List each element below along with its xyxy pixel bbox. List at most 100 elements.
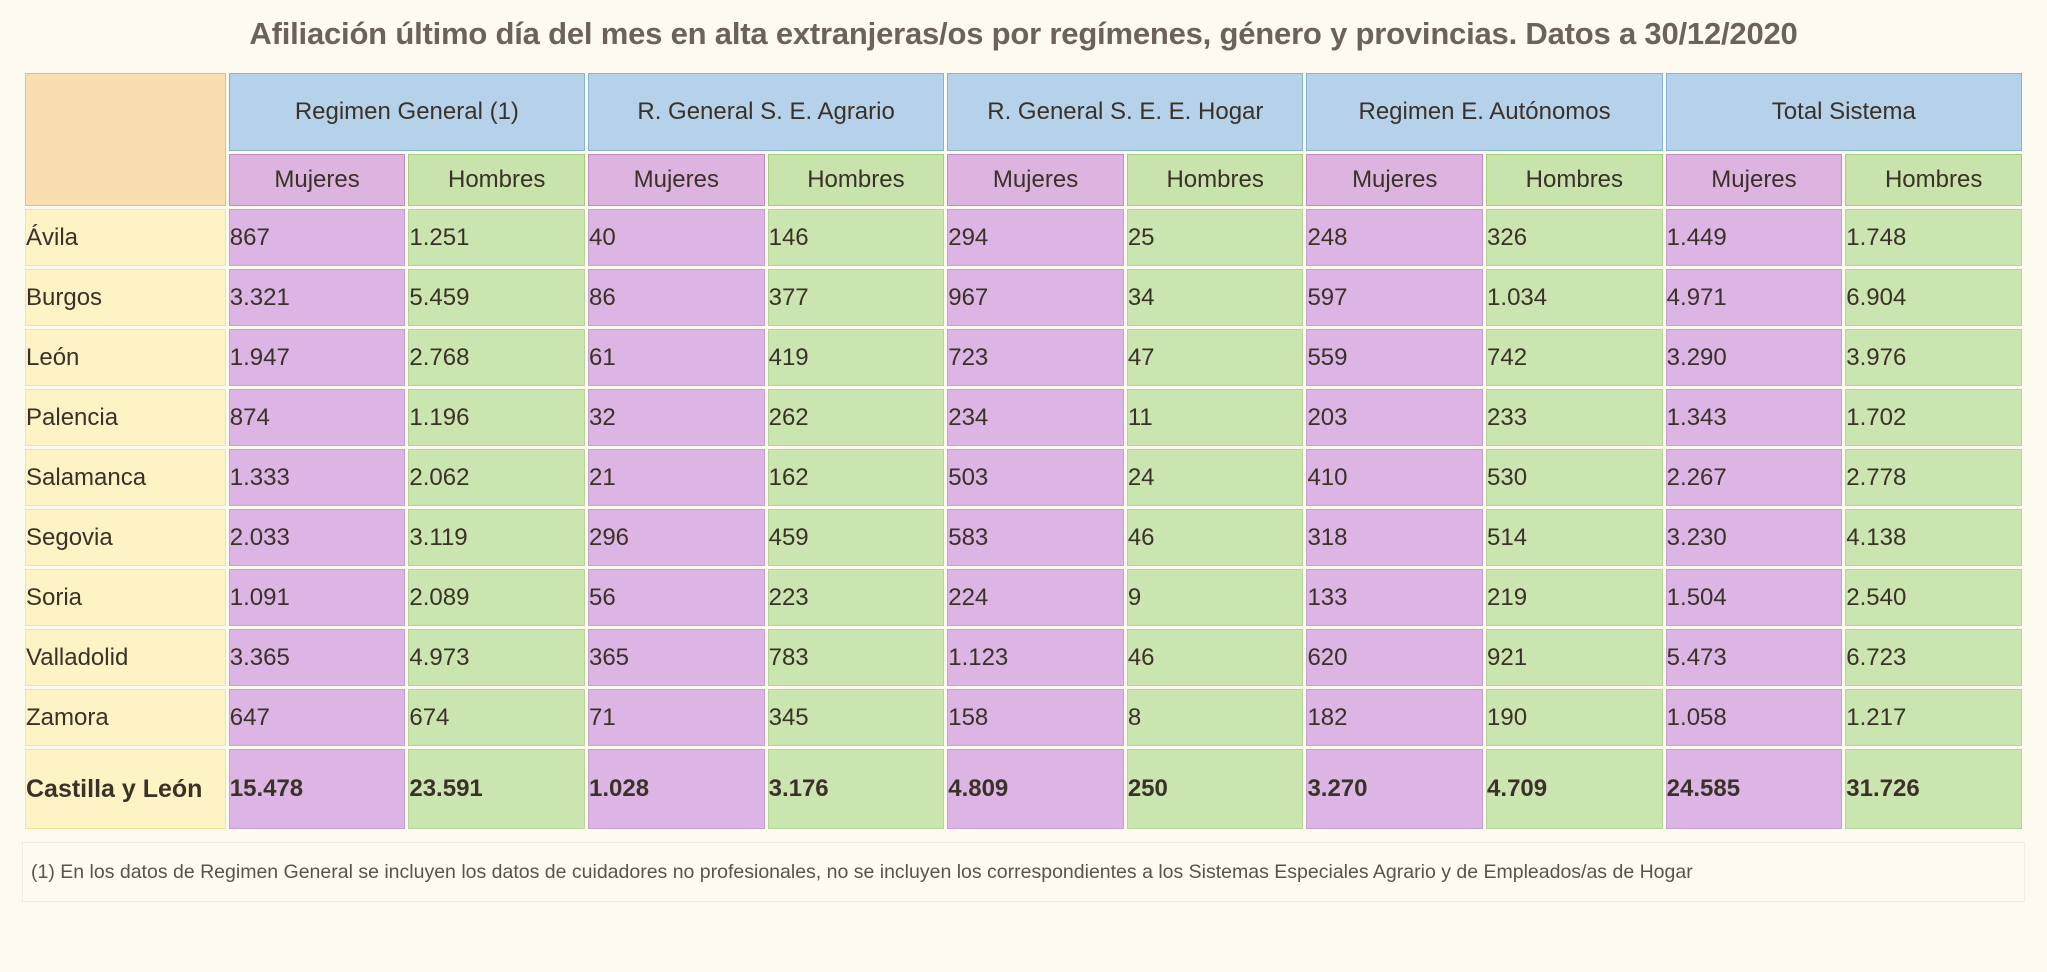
data-cell: 40 — [587, 209, 765, 266]
data-cell: 21 — [587, 449, 765, 506]
total-data-cell: 4.809 — [947, 749, 1124, 829]
data-cell: 2.089 — [408, 569, 585, 626]
row-label: Soria — [25, 569, 226, 626]
table-row: León 1.947 2.768 61 419 723 47 559 742 3.290 3.976 — [25, 329, 2022, 386]
data-cell: 921 — [1486, 629, 1663, 686]
data-cell: 1.217 — [1845, 689, 2022, 746]
data-cell: 459 — [767, 509, 945, 566]
table-row: Soria 1.091 2.089 56 223 224 9 133 219 1.504 2.540 — [25, 569, 2022, 626]
total-data-cell: 24.585 — [1665, 749, 1843, 829]
data-cell: 503 — [947, 449, 1124, 506]
data-cell: 1.333 — [228, 449, 406, 506]
data-cell: 1.058 — [1665, 689, 1843, 746]
data-cell: 56 — [587, 569, 765, 626]
data-cell: 1.748 — [1845, 209, 2022, 266]
data-cell: 377 — [767, 269, 945, 326]
data-cell: 2.062 — [408, 449, 585, 506]
data-cell: 419 — [767, 329, 945, 386]
data-cell: 3.321 — [228, 269, 406, 326]
data-cell: 1.504 — [1665, 569, 1843, 626]
group-header-2: R. General S. E. E. Hogar — [947, 73, 1304, 151]
data-cell: 11 — [1126, 389, 1304, 446]
data-cell: 2.033 — [228, 509, 406, 566]
data-cell: 783 — [767, 629, 945, 686]
total-data-cell: 15.478 — [228, 749, 406, 829]
total-row-label: Castilla y León — [25, 749, 226, 829]
data-cell: 410 — [1306, 449, 1484, 506]
row-label: León — [25, 329, 226, 386]
data-cell: 234 — [947, 389, 1124, 446]
subheader-4: Mujeres — [947, 154, 1124, 206]
row-label: Ávila — [25, 209, 226, 266]
data-cell: 224 — [947, 569, 1124, 626]
subheader-2: Mujeres — [587, 154, 765, 206]
data-cell: 345 — [767, 689, 945, 746]
data-cell: 6.723 — [1845, 629, 2022, 686]
data-cell: 262 — [767, 389, 945, 446]
subheader-5: Hombres — [1126, 154, 1304, 206]
data-table-container: Regimen General (1) R. General S. E. Agra… — [22, 70, 2025, 832]
data-cell: 2.540 — [1845, 569, 2022, 626]
data-cell: 1.196 — [408, 389, 585, 446]
data-cell: 967 — [947, 269, 1124, 326]
group-header-3: Regimen E. Autónomos — [1306, 73, 1663, 151]
data-cell: 514 — [1486, 509, 1663, 566]
data-cell: 182 — [1306, 689, 1484, 746]
data-cell: 4.138 — [1845, 509, 2022, 566]
data-cell: 248 — [1306, 209, 1484, 266]
data-cell: 318 — [1306, 509, 1484, 566]
data-cell: 1.251 — [408, 209, 585, 266]
table-row: Valladolid 3.365 4.973 365 783 1.123 46 620 921 5… — [25, 629, 2022, 686]
data-cell: 46 — [1126, 509, 1304, 566]
total-data-cell: 1.028 — [587, 749, 765, 829]
affiliation-table: Regimen General (1) R. General S. E. Agra… — [22, 70, 2025, 832]
data-cell: 1.034 — [1486, 269, 1663, 326]
data-cell: 3.290 — [1665, 329, 1843, 386]
data-cell: 71 — [587, 689, 765, 746]
subheader-0: Mujeres — [228, 154, 406, 206]
data-cell: 61 — [587, 329, 765, 386]
data-cell: 1.702 — [1845, 389, 2022, 446]
table-footnote: (1) En los datos de Regimen General se i… — [22, 842, 2025, 902]
subheader-1: Hombres — [408, 154, 585, 206]
data-cell: 597 — [1306, 269, 1484, 326]
total-data-cell: 250 — [1126, 749, 1304, 829]
data-cell: 9 — [1126, 569, 1304, 626]
subheader-9: Hombres — [1845, 154, 2022, 206]
data-cell: 3.365 — [228, 629, 406, 686]
data-cell: 742 — [1486, 329, 1663, 386]
data-cell: 1.343 — [1665, 389, 1843, 446]
data-cell: 133 — [1306, 569, 1484, 626]
data-cell: 24 — [1126, 449, 1304, 506]
table-corner-cell — [25, 73, 226, 206]
table-row: Zamora 647 674 71 345 158 8 182 190 1.058 1.217 — [25, 689, 2022, 746]
data-cell: 620 — [1306, 629, 1484, 686]
data-cell: 25 — [1126, 209, 1304, 266]
row-label: Palencia — [25, 389, 226, 446]
data-cell: 1.449 — [1665, 209, 1843, 266]
group-header-1: R. General S. E. Agrario — [587, 73, 945, 151]
data-cell: 203 — [1306, 389, 1484, 446]
data-cell: 1.947 — [228, 329, 406, 386]
page-title: Afiliación último día del mes en alta ex… — [249, 16, 1798, 51]
data-cell: 294 — [947, 209, 1124, 266]
table-row: Burgos 3.321 5.459 86 377 967 34 597 1.034 4.971 6… — [25, 269, 2022, 326]
data-cell: 530 — [1486, 449, 1663, 506]
subheader-7: Hombres — [1486, 154, 1663, 206]
data-cell: 8 — [1126, 689, 1304, 746]
table-row: Ávila 867 1.251 40 146 294 25 248 326 1.449 1.748 — [25, 209, 2022, 266]
table-subheader-row: Mujeres Hombres Mujeres Hombres Mujeres Hombr… — [25, 154, 2022, 206]
data-cell: 158 — [947, 689, 1124, 746]
data-cell: 34 — [1126, 269, 1304, 326]
total-data-cell: 4.709 — [1486, 749, 1663, 829]
row-label: Zamora — [25, 689, 226, 746]
data-cell: 867 — [228, 209, 406, 266]
data-cell: 647 — [228, 689, 406, 746]
data-cell: 3.119 — [408, 509, 585, 566]
table-row: Palencia 874 1.196 32 262 234 11 203 233 1.343 1.7… — [25, 389, 2022, 446]
table-total-row: Castilla y León 15.478 23.591 1.028 3.176 4.8… — [25, 749, 2022, 829]
data-cell: 296 — [587, 509, 765, 566]
data-cell: 674 — [408, 689, 585, 746]
data-cell: 4.973 — [408, 629, 585, 686]
total-data-cell: 31.726 — [1845, 749, 2022, 829]
